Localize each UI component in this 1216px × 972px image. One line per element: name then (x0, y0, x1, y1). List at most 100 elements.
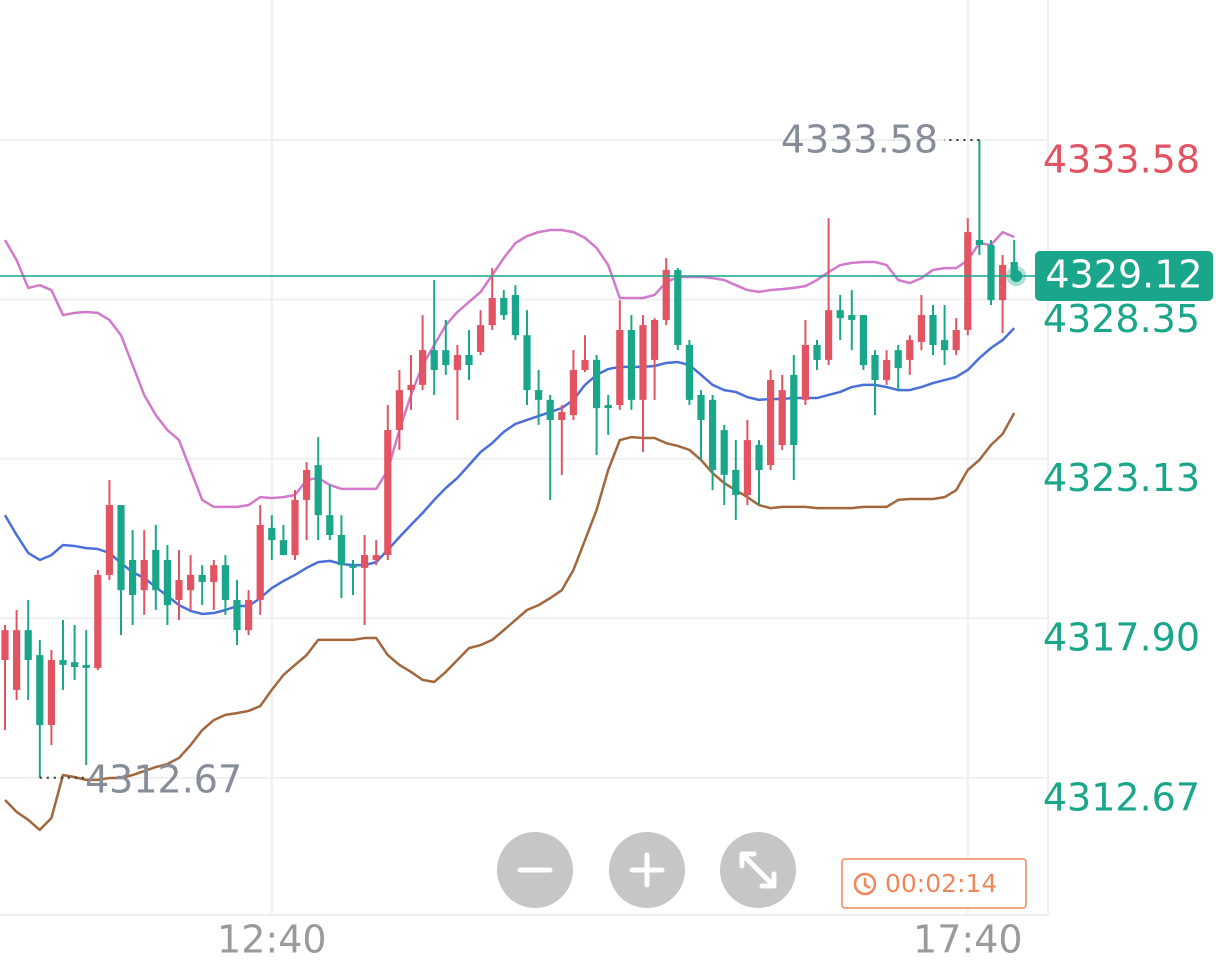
candle-body (859, 315, 867, 366)
candle-body (279, 540, 287, 556)
candle-body (941, 340, 949, 351)
candle-body (883, 359, 891, 381)
candle-body (233, 599, 241, 631)
plot (0, 0, 1049, 916)
candle-body (1, 630, 9, 661)
countdown-box: 00:02:14 (841, 858, 1027, 909)
y-tick-label: 4323.13 (1043, 456, 1200, 500)
candle-body (477, 325, 485, 352)
zoom-out-button[interactable] (497, 832, 573, 908)
candle-body (674, 269, 682, 345)
candle-body (697, 394, 705, 420)
candle-body (303, 470, 311, 500)
candle-body (732, 470, 740, 496)
candle-body (13, 630, 21, 690)
candle-body (662, 269, 670, 320)
candle-body (755, 444, 763, 471)
x-tick-label: 17:40 (913, 918, 1023, 962)
fullscreen-button[interactable] (720, 832, 796, 908)
candle-body (604, 405, 612, 409)
min-label: 4312.67 (85, 757, 242, 801)
last-price-dot (1010, 270, 1023, 283)
candle-body (558, 412, 566, 420)
candle-body (361, 555, 369, 568)
candle-body (999, 265, 1007, 301)
candle-body (117, 505, 125, 591)
y-tick-label: 4328.35 (1043, 297, 1200, 341)
indicator-line (3, 327, 1016, 616)
candle-body (848, 315, 856, 320)
candle-body (105, 505, 113, 575)
candle-body (929, 315, 937, 345)
candle-body (743, 440, 751, 496)
candle-body (709, 399, 717, 471)
candle-body (129, 559, 137, 596)
candle-body (337, 534, 345, 566)
candle-body (187, 574, 195, 591)
candle-body (778, 390, 786, 445)
zoom-in-button[interactable] (609, 832, 685, 908)
candle-body (813, 344, 821, 360)
last-price-label: 4329.12 (1045, 253, 1202, 297)
candle-body (326, 515, 334, 535)
candle-body (210, 565, 218, 582)
candle-body (94, 574, 102, 668)
candle-body (221, 565, 229, 600)
candle-body (825, 310, 833, 360)
candle-body (372, 555, 380, 560)
candle-body (616, 330, 624, 406)
candle-body (395, 390, 403, 431)
candle-body (82, 664, 90, 668)
candle-body (569, 369, 577, 416)
candle-body (685, 344, 693, 400)
candle-body (523, 335, 531, 391)
candle-body (651, 319, 659, 360)
candle-body (581, 359, 589, 370)
candle-body (639, 325, 647, 400)
candle-body (906, 340, 914, 360)
candle-body (152, 549, 160, 591)
last-price-box (1035, 251, 1213, 302)
y-tick-label: 4317.90 (1043, 616, 1200, 660)
candle-body (964, 232, 972, 331)
candle-body (500, 297, 508, 316)
candle-body (627, 330, 635, 400)
candle-body (453, 355, 461, 370)
candle-body (442, 350, 450, 366)
countdown: 00:02:14 (885, 869, 997, 898)
candle-body (349, 565, 357, 568)
candle-body (384, 430, 392, 556)
candle-body (198, 574, 206, 582)
indicator-line (3, 228, 1015, 509)
candle-body (140, 559, 148, 591)
candle-body (71, 662, 79, 668)
candle-body (268, 527, 276, 541)
candle-body (546, 399, 554, 420)
candle-body (1010, 261, 1018, 277)
candle-body (314, 465, 322, 516)
candle-body (987, 244, 995, 301)
candle-body (952, 330, 960, 351)
candle-body (790, 374, 798, 445)
candle-body (256, 524, 264, 600)
candle-body (871, 355, 879, 381)
candle-body (430, 350, 438, 370)
indicator-line (4, 412, 1016, 832)
candle-body (593, 359, 601, 409)
candle-body (59, 660, 67, 665)
max-label: 4333.58 (781, 117, 938, 161)
candle-body (975, 240, 983, 245)
candle-body (175, 580, 183, 600)
candle-body (488, 297, 496, 326)
y-tick-label: 4312.67 (1043, 775, 1200, 819)
candle-body (720, 430, 728, 475)
candle-body (47, 660, 55, 725)
candle-body (767, 380, 775, 466)
candle-body (245, 599, 253, 631)
candle-body (163, 559, 171, 606)
candle-body (407, 384, 415, 391)
candle-body (535, 390, 543, 400)
candle-body (36, 655, 44, 725)
